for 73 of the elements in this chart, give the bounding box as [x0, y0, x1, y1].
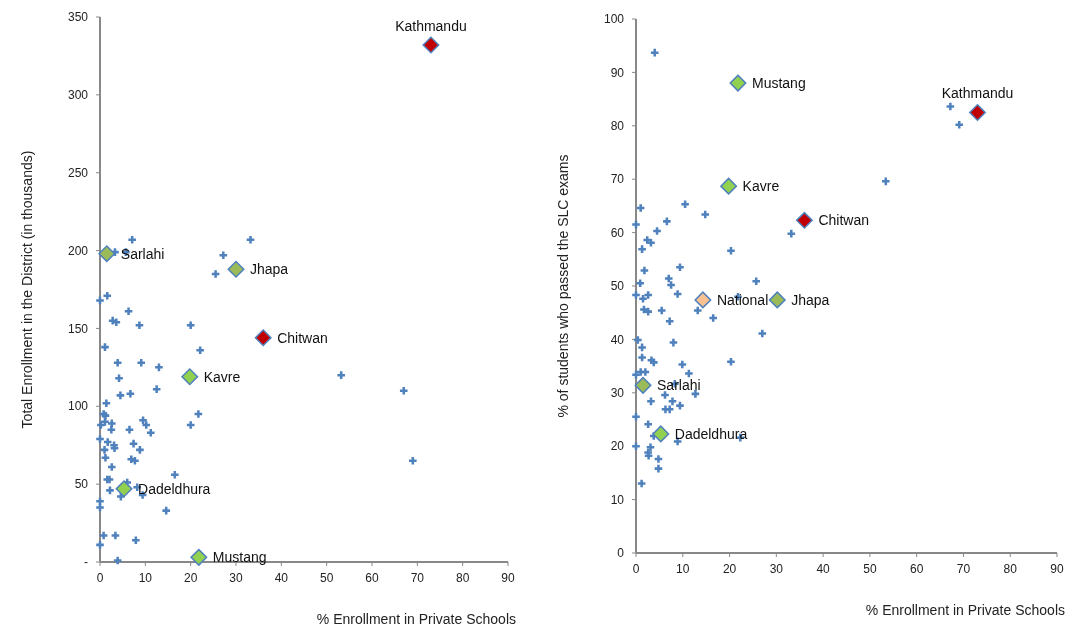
- point: [181, 368, 199, 386]
- y-tick-label: 40: [610, 332, 625, 347]
- point: [254, 329, 272, 347]
- annotation: Dadeldhura: [138, 480, 211, 497]
- x-tick-label: 70: [410, 571, 425, 585]
- point: [652, 425, 670, 443]
- y-tick-label: 80: [610, 119, 625, 133]
- x-tick-label: 40: [816, 562, 831, 576]
- x-tick-label: 90: [1050, 562, 1064, 576]
- point: [190, 548, 208, 566]
- x-tick-label: 40: [274, 571, 289, 585]
- annotation: Jhapa: [791, 291, 830, 308]
- x-tick-label: 50: [863, 562, 877, 576]
- x-tick-label: 30: [769, 562, 784, 576]
- y-tick-label: 250: [67, 165, 89, 180]
- point: [115, 480, 133, 498]
- point: [720, 177, 738, 195]
- y-tick-label: 200: [67, 243, 89, 258]
- annotation: Kathmandu: [395, 18, 467, 35]
- y-tick-label: 350: [67, 10, 89, 25]
- y-axis-title: % of students who passed the SLC exams: [555, 154, 571, 418]
- y-tick-label: 50: [74, 477, 89, 492]
- annotation: Kavre: [742, 178, 780, 195]
- x-tick-label: 80: [455, 571, 470, 585]
- x-axis-title: % Enrollment in Private Schools: [865, 602, 1065, 618]
- y-tick-label: 150: [67, 321, 89, 336]
- point: [634, 376, 652, 394]
- annotation: Kavre: [203, 368, 241, 385]
- y-tick-label: 300: [67, 88, 89, 103]
- point: [227, 260, 245, 278]
- point: [729, 74, 747, 92]
- x-tick-label: 50: [319, 571, 334, 585]
- annotation: Dadeldhura: [674, 425, 748, 442]
- annotation: Sarlahi: [120, 245, 165, 262]
- y-tick-label: 50: [610, 279, 625, 294]
- y-tick-label: 30: [610, 386, 625, 400]
- y-tick-label: 10: [610, 492, 625, 507]
- annotation: Jhapa: [250, 261, 289, 278]
- x-tick-label: 30: [229, 571, 243, 585]
- annotation: Chitwan: [818, 212, 869, 229]
- x-tick-label: 70: [956, 562, 971, 576]
- point: [694, 291, 712, 309]
- y-tick-label: 0: [617, 546, 625, 561]
- annotation: Mustang: [212, 549, 267, 566]
- x-tick-label: 20: [183, 571, 198, 585]
- annotation: National: [716, 291, 769, 308]
- x-tick-label: 10: [138, 571, 153, 585]
- x-tick-label: 0: [632, 562, 640, 576]
- annotation: Mustang: [751, 74, 806, 91]
- y-tick-label: 100: [603, 12, 625, 27]
- x-tick-label: 60: [365, 571, 379, 585]
- point: [768, 291, 786, 309]
- y-tick-label: 90: [610, 65, 625, 80]
- x-tick-label: 80: [1003, 562, 1018, 576]
- y-tick-label: -: [84, 555, 88, 570]
- y-axis-title: Total Enrollment in the District (in thousands): [19, 150, 35, 429]
- x-axis-title: % Enrollment in Private Schools: [316, 611, 516, 627]
- x-tick-label: 20: [722, 562, 737, 576]
- y-tick-label: 70: [610, 172, 625, 187]
- y-tick-label: 100: [67, 399, 89, 414]
- x-tick-label: 0: [96, 571, 104, 585]
- x-tick-label: 90: [501, 571, 515, 585]
- point: [968, 103, 986, 121]
- point: [98, 245, 116, 263]
- annotation: Chitwan: [277, 329, 328, 346]
- point: [795, 211, 813, 229]
- y-tick-label: 60: [610, 225, 625, 240]
- x-tick-label: 10: [676, 562, 690, 576]
- x-tick-label: 60: [909, 562, 924, 576]
- y-tick-label: 20: [610, 439, 625, 454]
- point: [422, 36, 440, 54]
- annotation: Sarlahi: [657, 377, 701, 394]
- annotation: Kathmandu: [941, 85, 1014, 102]
